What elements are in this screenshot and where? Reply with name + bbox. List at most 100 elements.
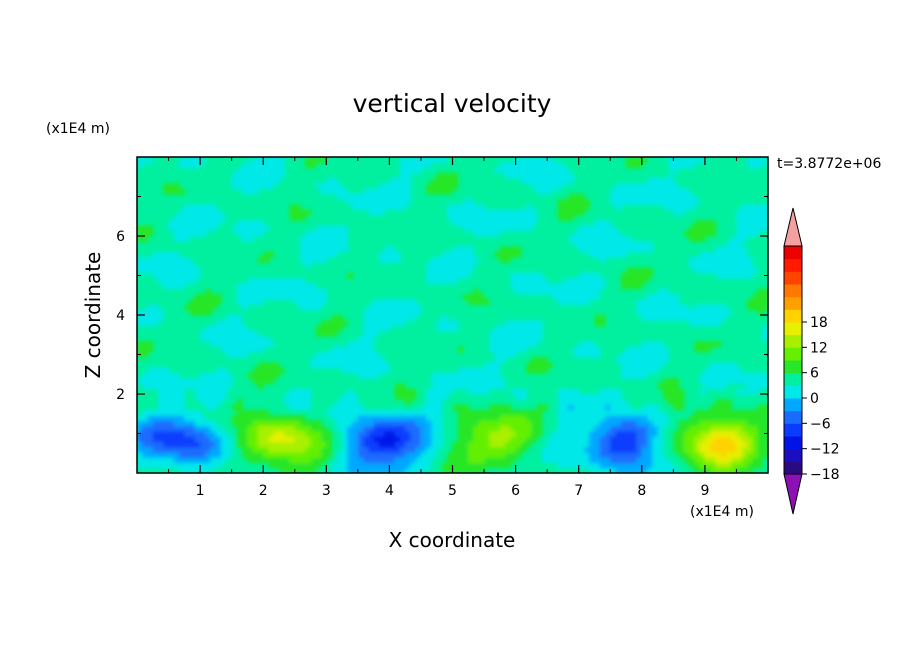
contour-cell — [441, 257, 448, 263]
contour-cell — [394, 436, 401, 442]
contour-cell — [473, 467, 480, 473]
contour-cell — [746, 204, 753, 211]
contour-cell — [741, 246, 748, 253]
contour-cell — [615, 430, 622, 437]
contour-cell — [673, 162, 680, 169]
contour-cell — [562, 178, 569, 184]
contour-cell — [736, 409, 743, 416]
contour-cell — [315, 436, 322, 442]
contour-cell — [515, 415, 522, 421]
contour-cell — [731, 372, 738, 379]
contour-cell — [147, 304, 154, 311]
contour-cell — [152, 378, 159, 385]
contour-cell — [200, 336, 206, 342]
contour-cell — [520, 283, 527, 290]
contour-cell — [263, 362, 270, 369]
contour-cell — [505, 425, 511, 432]
contour-cell — [452, 267, 459, 274]
contour-cell — [626, 425, 632, 432]
contour-cell — [394, 457, 401, 464]
contour-cell — [657, 178, 664, 184]
contour-cell — [557, 162, 564, 169]
contour-cell — [268, 367, 275, 374]
contour-cell — [263, 257, 270, 263]
contour-cell — [746, 425, 753, 432]
contour-cell — [741, 467, 748, 473]
contour-cell — [710, 309, 717, 316]
contour-cell — [389, 188, 396, 195]
contour-cell — [436, 425, 443, 432]
contour-cell — [589, 441, 596, 448]
contour-cell — [652, 188, 659, 195]
contour-cell — [610, 462, 617, 469]
contour-cell — [531, 330, 538, 337]
contour-cell — [662, 388, 669, 395]
contour-cell — [647, 404, 653, 411]
contour-cell — [163, 441, 170, 448]
contour-cell — [657, 341, 664, 348]
contour-cell — [568, 236, 575, 242]
contour-cell — [662, 288, 669, 295]
contour-cell — [689, 446, 695, 453]
contour-cell — [289, 214, 296, 221]
contour-cell — [147, 372, 154, 379]
contour-cell — [515, 162, 522, 169]
contour-cell — [399, 415, 406, 421]
contour-cell — [147, 446, 154, 453]
contour-cell — [215, 209, 222, 216]
contour-cell — [494, 425, 501, 432]
contour-cell — [499, 209, 506, 216]
contour-cell — [547, 362, 554, 369]
contour-cell — [704, 315, 711, 321]
contour-cell — [389, 309, 396, 316]
contour-cell — [662, 204, 669, 211]
contour-cell — [531, 341, 538, 348]
contour-cell — [568, 462, 575, 469]
contour-cell — [394, 441, 401, 448]
contour-cell — [426, 420, 433, 427]
contour-cell — [652, 462, 659, 469]
contour-cell — [158, 462, 164, 469]
contour-cell — [594, 346, 601, 353]
contour-cell — [147, 309, 154, 316]
contour-cell — [447, 257, 454, 263]
contour-cell — [657, 309, 664, 316]
contour-cell — [589, 341, 596, 348]
contour-cell — [762, 299, 768, 306]
contour-cell — [420, 451, 427, 458]
contour-cell — [662, 199, 669, 205]
contour-cell — [158, 262, 164, 269]
contour-cell — [363, 409, 369, 416]
contour-cell — [142, 451, 149, 458]
contour-cell — [499, 214, 506, 221]
contour-cell — [694, 257, 701, 263]
contour-cell — [468, 467, 475, 473]
contour-cell — [510, 209, 517, 216]
contour-cell — [594, 220, 601, 227]
contour-cell — [526, 162, 532, 169]
contour-cell — [620, 415, 627, 421]
contour-cell — [463, 451, 469, 458]
contour-cell — [704, 230, 711, 237]
contour-cell — [263, 372, 270, 379]
contour-cell — [179, 262, 185, 269]
contour-cell — [326, 178, 333, 184]
contour-cell — [179, 230, 185, 237]
contour-cell — [473, 214, 480, 221]
contour-cell — [562, 283, 569, 290]
contour-cell — [389, 451, 396, 458]
contour-cell — [342, 346, 348, 353]
contour-cell — [247, 172, 254, 179]
contour-cell — [694, 225, 701, 232]
contour-cell — [746, 436, 753, 442]
contour-cell — [336, 241, 343, 248]
contour-cell — [300, 394, 306, 400]
contour-cell — [373, 320, 380, 327]
contour-cell — [604, 415, 611, 421]
contour-cell — [215, 214, 222, 221]
contour-cell — [599, 388, 606, 395]
contour-cell — [694, 199, 701, 205]
contour-cell — [704, 409, 711, 416]
contour-cell — [300, 251, 306, 258]
contour-cell — [641, 457, 648, 464]
